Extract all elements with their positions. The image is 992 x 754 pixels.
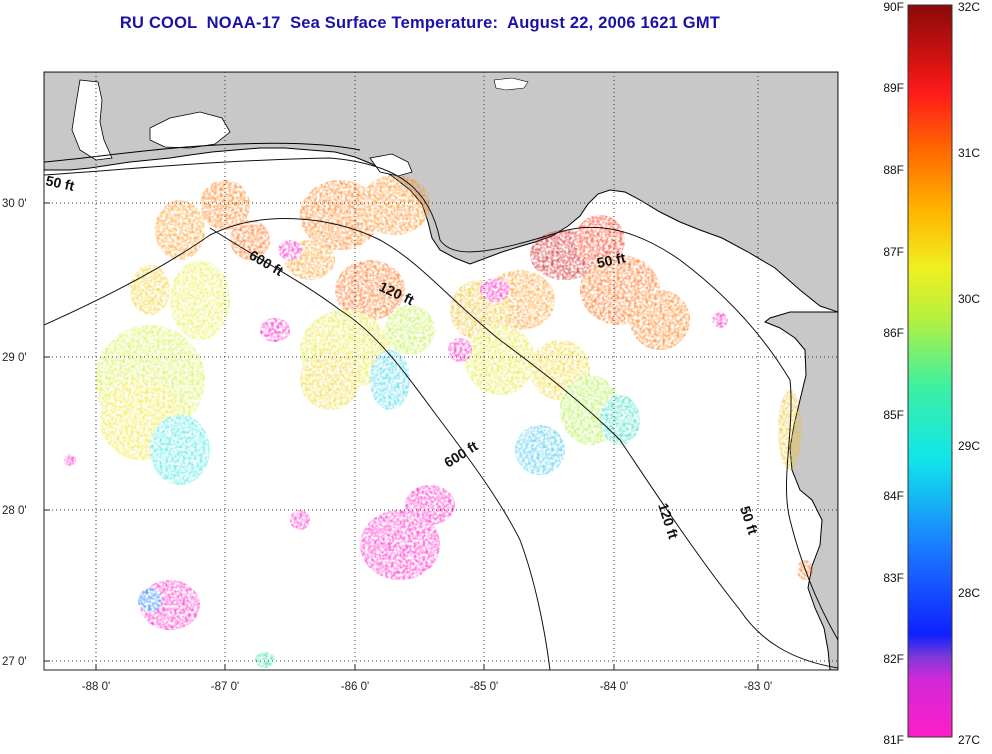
contour-label-50ft-east: 50 ft — [595, 249, 627, 271]
colorbar-f-label: 81F — [883, 733, 904, 747]
bay-water — [71, 79, 113, 161]
lon-label: -84 0' — [600, 681, 628, 693]
colorbar-f-label: 82F — [883, 652, 904, 666]
bay-water-3 — [369, 153, 413, 177]
colorbar-c-label: 31C — [958, 146, 980, 160]
colorbar-f-label: 89F — [883, 81, 904, 95]
land-panhandle — [44, 72, 838, 313]
colorbar-f-label: 84F — [883, 489, 904, 503]
colorbar-celsius-labels: 32C 31C 30C 29C 28C 27C — [958, 0, 980, 747]
colorbar-c-label: 30C — [958, 292, 980, 306]
colorbar-gradient — [907, 4, 953, 738]
colorbar-c-label: 32C — [958, 0, 980, 14]
colorbar: 90F 89F 88F 87F 86F 85F 84F 83F 82F 81F … — [883, 0, 980, 747]
colorbar-c-label: 29C — [958, 439, 980, 453]
lon-label: -87 0' — [211, 681, 239, 693]
longitude-labels: -88 0' -87 0' -86 0' -85 0' -84 0' -83 0… — [82, 681, 772, 693]
lon-label: -88 0' — [82, 681, 110, 693]
map-title: RU COOL NOAA-17 Sea Surface Temperature:… — [119, 14, 721, 32]
lat-label: 28 0' — [2, 505, 27, 517]
colorbar-f-label: 85F — [883, 408, 904, 422]
land-florida-peninsula — [764, 311, 838, 670]
colorbar-f-label: 90F — [883, 0, 904, 14]
lon-label: -83 0' — [744, 681, 772, 693]
colorbar-f-label: 87F — [883, 245, 904, 259]
colorbar-f-label: 86F — [883, 326, 904, 340]
graticule — [44, 72, 838, 670]
contour-50ft — [44, 157, 838, 641]
lat-label: 29 0' — [2, 352, 27, 364]
lat-label: 30 0' — [2, 198, 27, 210]
contour-label-50ft-west: 50 ft — [44, 172, 76, 194]
sst-data-layer — [64, 175, 813, 668]
frame-ticks — [44, 202, 759, 670]
colorbar-fahrenheit-labels: 90F 89F 88F 87F 86F 85F 84F 83F 82F 81F — [883, 0, 904, 747]
colorbar-c-label: 27C — [958, 733, 980, 747]
lon-label: -86 0' — [341, 681, 369, 693]
lat-label: 27 0' — [2, 656, 27, 668]
colorbar-f-label: 83F — [883, 571, 904, 585]
bay-water-2 — [149, 111, 231, 149]
latitude-labels: 30 0' 29 0' 28 0' 27 0' — [2, 198, 27, 668]
lake-water — [493, 77, 529, 91]
contour-600ft — [209, 227, 551, 670]
colorbar-f-label: 88F — [883, 163, 904, 177]
colorbar-c-label: 28C — [958, 586, 980, 600]
lon-label: -85 0' — [470, 681, 498, 693]
depth-contours — [44, 157, 838, 670]
contour-120ft — [44, 218, 838, 669]
